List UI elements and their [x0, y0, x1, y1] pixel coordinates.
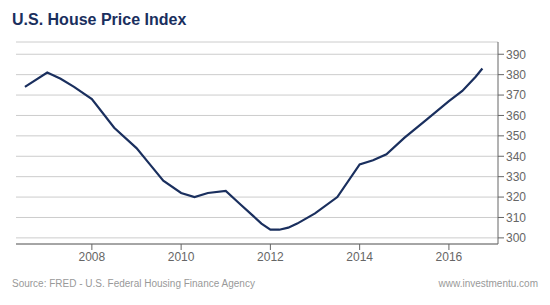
svg-text:320: 320 [506, 190, 526, 204]
svg-text:2010: 2010 [168, 250, 195, 264]
svg-text:340: 340 [506, 150, 526, 164]
svg-text:310: 310 [506, 211, 526, 225]
svg-text:300: 300 [506, 231, 526, 245]
svg-text:2014: 2014 [346, 250, 373, 264]
svg-text:2016: 2016 [436, 250, 463, 264]
svg-text:360: 360 [506, 109, 526, 123]
svg-text:390: 390 [506, 48, 526, 62]
svg-text:2008: 2008 [79, 250, 106, 264]
svg-text:370: 370 [506, 88, 526, 102]
svg-text:2012: 2012 [257, 250, 284, 264]
svg-text:350: 350 [506, 129, 526, 143]
html-text:Source: FRED - U.S. Federal Ho: Source: FRED - U.S. Federal Housing Fina… [12, 278, 255, 289]
html-text:U.S. House Price Index: U.S. House Price Index [12, 11, 187, 28]
svg-text:330: 330 [506, 170, 526, 184]
html-text:www.investmentu.com: www.investmentu.com [438, 278, 538, 289]
svg-text:380: 380 [506, 68, 526, 82]
